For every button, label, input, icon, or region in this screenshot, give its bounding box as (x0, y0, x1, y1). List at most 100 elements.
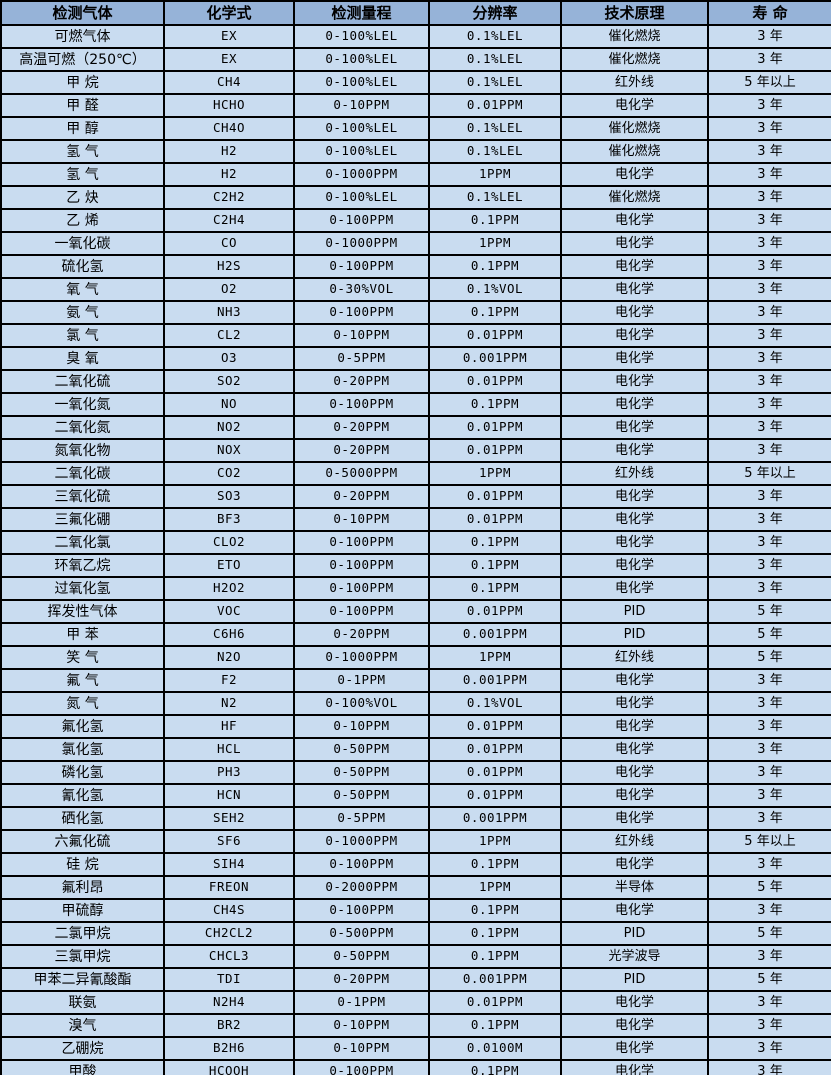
table-row: 甲 烷 CH4 0-100%LEL 0.1%LEL 红外线 5 年以上 (0, 70, 831, 95)
table-cell: 氢 气 (0, 139, 165, 164)
table-cell: 电化学 (560, 438, 709, 463)
table-row: 氟化氢 HF 0-10PPM 0.01PPM 电化学 3 年 (0, 714, 831, 739)
table-cell: 5 年以上 (707, 70, 831, 95)
table-cell: 红外线 (560, 645, 709, 670)
table-cell: 红外线 (560, 70, 709, 95)
table-cell: 5 年 (707, 599, 831, 624)
table-cell: 0.01PPM (428, 760, 562, 785)
table-cell: 笑 气 (0, 645, 165, 670)
table-cell: HCOOH (163, 1059, 295, 1075)
table-cell: 0.1%LEL (428, 24, 562, 49)
table-cell: 1PPM (428, 645, 562, 670)
table-cell: 0-100%LEL (293, 139, 430, 164)
table-cell: 0-10PPM (293, 323, 430, 348)
table-cell: 0.001PPM (428, 346, 562, 371)
table-cell: 3 年 (707, 300, 831, 325)
table-cell: 0-20PPM (293, 622, 430, 647)
table-cell: 0.001PPM (428, 806, 562, 831)
table-row: 二氧化氮 NO2 0-20PPM 0.01PPM 电化学 3 年 (0, 415, 831, 440)
table-row: 氯 气 CL2 0-10PPM 0.01PPM 电化学 3 年 (0, 323, 831, 348)
table-cell: 0-50PPM (293, 737, 430, 762)
table-cell: 电化学 (560, 1059, 709, 1075)
table-cell: 0-100PPM (293, 254, 430, 279)
table-cell: 3 年 (707, 1013, 831, 1038)
table-row: 挥发性气体 VOC 0-100PPM 0.01PPM PID 5 年 (0, 599, 831, 624)
table-row: 硫化氢 H2S 0-100PPM 0.1PPM 电化学 3 年 (0, 254, 831, 279)
table-cell: 电化学 (560, 783, 709, 808)
table-cell: 0-20PPM (293, 369, 430, 394)
table-cell: 0.1PPM (428, 852, 562, 877)
table-cell: 0.1PPM (428, 553, 562, 578)
table-cell: VOC (163, 599, 295, 624)
table-cell: 3 年 (707, 277, 831, 302)
table-cell: 1PPM (428, 162, 562, 187)
table-cell: 0.1%LEL (428, 116, 562, 141)
table-cell: 5 年 (707, 645, 831, 670)
table-cell: 0.001PPM (428, 668, 562, 693)
table-cell: 电化学 (560, 392, 709, 417)
table-row: 一氧化氮 NO 0-100PPM 0.1PPM 电化学 3 年 (0, 392, 831, 417)
table-cell: PID (560, 967, 709, 992)
table-cell: 0-100PPM (293, 553, 430, 578)
table-cell: 硫化氢 (0, 254, 165, 279)
table-cell: SO3 (163, 484, 295, 509)
table-cell: 0-100PPM (293, 1059, 430, 1075)
table-cell: 0-10PPM (293, 1036, 430, 1061)
table-cell: 0.01PPM (428, 599, 562, 624)
table-cell: 3 年 (707, 668, 831, 693)
table-cell: 0.0100M (428, 1036, 562, 1061)
table-cell: 0-2000PPM (293, 875, 430, 900)
table-cell: 乙硼烷 (0, 1036, 165, 1061)
table-row: 甲酸 HCOOH 0-100PPM 0.1PPM 电化学 3 年 (0, 1059, 831, 1075)
table-cell: 0.1%LEL (428, 185, 562, 210)
table-cell: 3 年 (707, 737, 831, 762)
table-cell: 催化燃烧 (560, 116, 709, 141)
table-row: 溴气 BR2 0-10PPM 0.1PPM 电化学 3 年 (0, 1013, 831, 1038)
table-cell: CO (163, 231, 295, 256)
table-cell: 甲 醛 (0, 93, 165, 118)
table-cell: 挥发性气体 (0, 599, 165, 624)
table-cell: 3 年 (707, 484, 831, 509)
table-cell: 3 年 (707, 1059, 831, 1075)
table-cell: 0-10PPM (293, 714, 430, 739)
table-cell: 0-1PPM (293, 990, 430, 1015)
table-cell: 乙 烯 (0, 208, 165, 233)
table-cell: 氢 气 (0, 162, 165, 187)
table-cell: 0-100%LEL (293, 185, 430, 210)
table-cell: 5 年 (707, 875, 831, 900)
table-cell: BF3 (163, 507, 295, 532)
table-cell: 0.1%LEL (428, 139, 562, 164)
table-cell: 甲 醇 (0, 116, 165, 141)
column-header-1: 化学式 (163, 0, 295, 26)
table-row: 氨 气 NH3 0-100PPM 0.1PPM 电化学 3 年 (0, 300, 831, 325)
table-row: 乙 炔 C2H2 0-100%LEL 0.1%LEL 催化燃烧 3 年 (0, 185, 831, 210)
table-cell: 电化学 (560, 300, 709, 325)
table-row: 甲 醛 HCHO 0-10PPM 0.01PPM 电化学 3 年 (0, 93, 831, 118)
table-cell: 甲 烷 (0, 70, 165, 95)
table-cell: 3 年 (707, 254, 831, 279)
table-cell: 0.1PPM (428, 530, 562, 555)
table-cell: 3 年 (707, 944, 831, 969)
table-cell: 3 年 (707, 24, 831, 49)
table-row: 氮 气 N2 0-100%VOL 0.1%VOL 电化学 3 年 (0, 691, 831, 716)
table-cell: 电化学 (560, 369, 709, 394)
table-cell: 甲苯二异氰酸酯 (0, 967, 165, 992)
table-cell: 0.01PPM (428, 737, 562, 762)
table-cell: 0-20PPM (293, 967, 430, 992)
table-body: 可燃气体 EX 0-100%LEL 0.1%LEL 催化燃烧 3 年高温可燃（250℃） E… (0, 24, 831, 1075)
table-cell: NH3 (163, 300, 295, 325)
table-cell: 3 年 (707, 93, 831, 118)
table-cell: 3 年 (707, 346, 831, 371)
table-cell: 0.01PPM (428, 990, 562, 1015)
table-cell: 3 年 (707, 369, 831, 394)
table-cell: C6H6 (163, 622, 295, 647)
table-cell: 甲酸 (0, 1059, 165, 1075)
table-cell: 六氟化硫 (0, 829, 165, 854)
table-cell: 电化学 (560, 323, 709, 348)
table-cell: 0-100PPM (293, 530, 430, 555)
table-cell: 3 年 (707, 852, 831, 877)
table-cell: H2 (163, 139, 295, 164)
table-cell: 0.01PPM (428, 507, 562, 532)
table-cell: 0-50PPM (293, 944, 430, 969)
